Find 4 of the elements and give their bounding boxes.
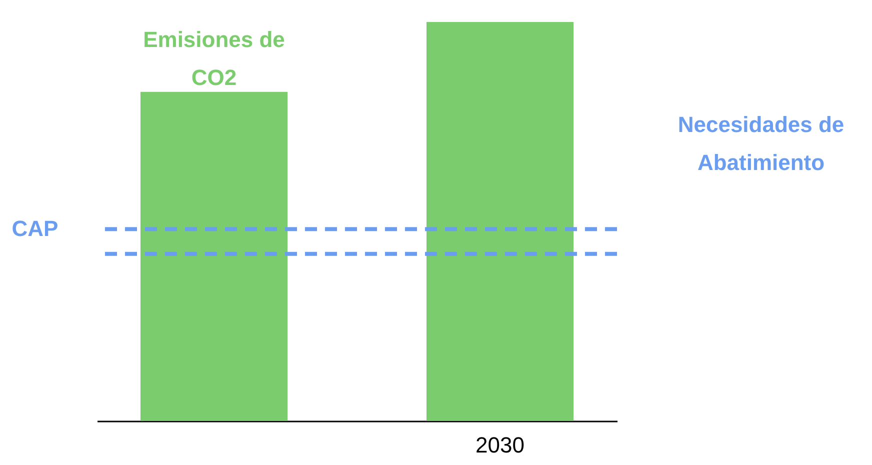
x-tick-label: 2030: [476, 432, 524, 458]
ref-line-label: CAP: [12, 216, 58, 242]
annotation: Emisiones de CO2: [143, 27, 285, 90]
text: Necesidades de Abatimiento: [678, 112, 844, 175]
